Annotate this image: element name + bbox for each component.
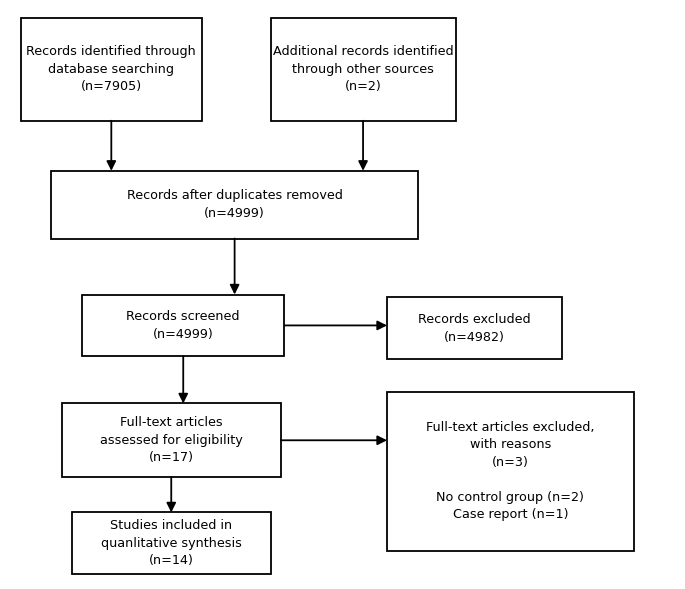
Text: Full-text articles
assessed for eligibility
(n=17): Full-text articles assessed for eligibil… [100,416,242,464]
FancyBboxPatch shape [72,512,271,574]
Text: Records identified through
database searching
(n=7905): Records identified through database sear… [27,45,196,93]
Text: Studies included in
quanlitative synthesis
(n=14): Studies included in quanlitative synthes… [101,519,242,567]
FancyBboxPatch shape [387,392,634,551]
FancyBboxPatch shape [82,294,284,356]
FancyBboxPatch shape [51,171,418,239]
Text: Full-text articles excluded,
with reasons
(n=3)

No control group (n=2)
Case rep: Full-text articles excluded, with reason… [426,421,595,521]
FancyBboxPatch shape [62,403,281,477]
Text: Additional records identified
through other sources
(n=2): Additional records identified through ot… [273,45,453,93]
Text: Records screened
(n=4999): Records screened (n=4999) [127,310,240,340]
Text: Records excluded
(n=4982): Records excluded (n=4982) [418,313,531,343]
FancyBboxPatch shape [271,18,456,121]
FancyBboxPatch shape [387,297,562,359]
Text: Records after duplicates removed
(n=4999): Records after duplicates removed (n=4999… [127,190,342,220]
FancyBboxPatch shape [21,18,202,121]
